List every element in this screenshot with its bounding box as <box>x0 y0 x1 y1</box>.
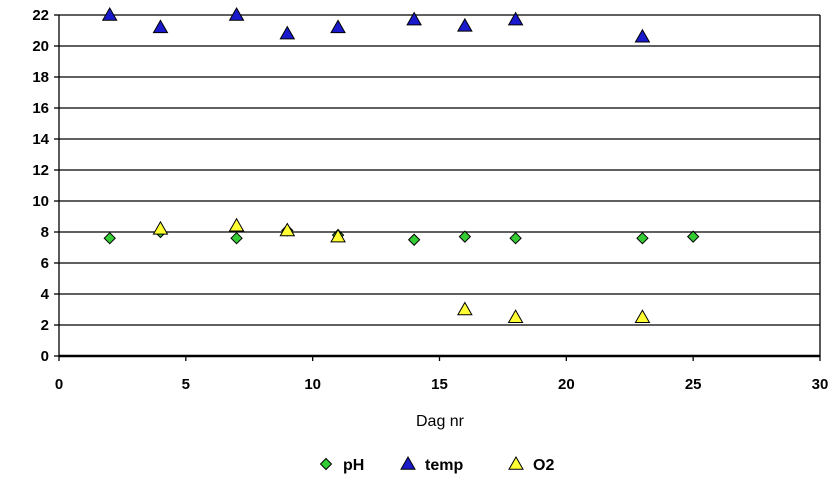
data-point-ph <box>230 231 243 245</box>
data-point-o2 <box>152 220 169 235</box>
x-tick-label: 5 <box>182 376 190 393</box>
x-tick-label: 30 <box>812 376 829 393</box>
y-tick-label: 20 <box>32 38 49 55</box>
y-tick-labels: 0 2 4 6 8 10 12 14 16 18 20 22 <box>32 7 49 365</box>
data-point-ph <box>458 230 472 243</box>
data-point-temp <box>330 19 346 34</box>
legend-marker-o2 <box>508 455 524 470</box>
legend-item-temp: temp <box>400 455 463 474</box>
y-tick-label: 18 <box>32 69 49 86</box>
y-tick-label: 22 <box>32 7 49 24</box>
x-tick-labels: 0 5 10 15 20 25 30 <box>55 376 829 393</box>
data-point-temp <box>634 28 651 43</box>
y-tick-label: 0 <box>41 348 49 365</box>
data-point-temp <box>101 6 118 21</box>
axes <box>54 14 821 361</box>
legend: pH temp O2 <box>319 455 554 474</box>
grid-lines <box>59 14 820 357</box>
y-tick-label: 8 <box>41 224 49 241</box>
data-point-ph <box>407 233 421 246</box>
data-point-o2 <box>279 222 296 237</box>
legend-label: O2 <box>533 457 554 474</box>
y-tick-label: 10 <box>32 193 49 210</box>
data-point-temp <box>507 11 524 26</box>
series-o2 <box>152 217 651 323</box>
legend-item-ph: pH <box>319 457 364 474</box>
data-point-ph <box>103 231 116 245</box>
series-ph <box>103 224 700 246</box>
legend-label: temp <box>425 457 463 474</box>
y-tick-label: 16 <box>32 100 49 117</box>
data-point-o2 <box>457 301 473 316</box>
legend-item-o2: O2 <box>508 455 554 474</box>
y-tick-label: 12 <box>32 162 49 179</box>
y-tick-label: 14 <box>32 131 49 148</box>
data-point-ph <box>636 231 649 245</box>
data-point-ph <box>686 230 700 243</box>
x-tick-label: 15 <box>431 376 448 393</box>
x-tick-label: 0 <box>55 376 63 393</box>
x-tick-label: 20 <box>558 376 575 393</box>
y-tick-label: 6 <box>41 255 49 272</box>
legend-marker-ph <box>319 457 333 471</box>
y-tick-label: 2 <box>41 317 49 334</box>
data-point-o2 <box>507 309 524 323</box>
x-tick-label: 10 <box>304 376 321 393</box>
data-point-o2 <box>634 309 651 323</box>
data-point-temp <box>228 6 245 21</box>
y-tick-label: 4 <box>41 286 50 303</box>
data-point-o2 <box>330 228 346 243</box>
x-tick-label: 25 <box>685 376 702 393</box>
data-points <box>101 6 700 323</box>
legend-label: pH <box>343 457 364 474</box>
data-point-temp <box>279 25 296 40</box>
data-point-temp <box>406 11 422 26</box>
data-point-ph <box>509 231 522 245</box>
data-point-o2 <box>228 217 245 232</box>
series-temp <box>101 6 651 43</box>
data-point-temp <box>152 19 169 34</box>
x-axis-title: Dag nr <box>416 413 465 430</box>
data-point-temp <box>457 17 473 32</box>
legend-marker-temp <box>400 455 416 470</box>
